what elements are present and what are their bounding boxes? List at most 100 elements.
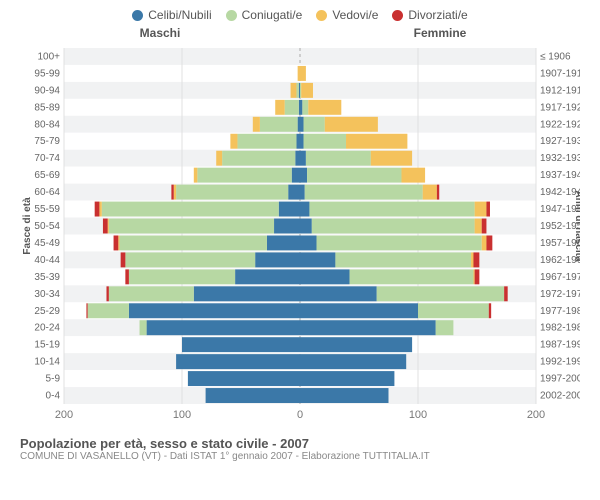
bar-male: [292, 168, 300, 183]
bar-female: [307, 168, 401, 183]
bar-female: [346, 134, 407, 149]
age-label: 75-79: [34, 136, 60, 147]
bar-female: [300, 354, 406, 369]
age-label: 45-49: [34, 238, 60, 249]
bar-female: [401, 168, 425, 183]
bar-female: [475, 269, 480, 284]
bar-female: [489, 303, 491, 318]
year-label: 1912-1916: [540, 85, 580, 96]
bar-male: [86, 303, 87, 318]
bar-male: [174, 185, 176, 200]
bar-female: [300, 202, 309, 217]
bar-female: [317, 235, 482, 250]
legend-item: Divorziati/e: [392, 8, 467, 22]
bar-female: [437, 185, 439, 200]
year-label: 1922-1926: [540, 119, 580, 130]
bar-male: [121, 252, 126, 267]
bar-female: [305, 185, 423, 200]
age-label: 40-44: [34, 255, 60, 266]
bar-male: [125, 252, 255, 267]
bar-female: [475, 219, 482, 234]
gender-headers: Maschi Femmine: [0, 26, 600, 42]
bar-male: [102, 202, 279, 217]
bar-male: [274, 219, 300, 234]
bar-female: [300, 100, 302, 115]
bar-female: [335, 252, 471, 267]
footer: Popolazione per età, sesso e stato civil…: [0, 432, 600, 462]
age-label: 90-94: [34, 85, 60, 96]
bar-male: [291, 83, 297, 98]
bar-male: [88, 303, 129, 318]
year-label: 1907-1911: [540, 68, 580, 79]
legend-dot: [226, 10, 237, 21]
legend-label: Coniugati/e: [242, 8, 303, 22]
bar-male: [296, 134, 300, 149]
bar-male: [129, 303, 300, 318]
bar-female: [473, 269, 474, 284]
bar-male: [99, 202, 101, 217]
age-label: 10-14: [34, 357, 60, 368]
bar-male: [260, 117, 298, 132]
bar-female: [306, 151, 371, 166]
year-label: 1972-1976: [540, 289, 580, 300]
year-label: 1967-1971: [540, 272, 580, 283]
header-male: Maschi: [40, 26, 280, 40]
chart-title: Popolazione per età, sesso e stato civil…: [20, 436, 580, 451]
bar-female: [486, 235, 492, 250]
age-label: 100+: [37, 51, 60, 62]
year-label: 1987-1991: [540, 340, 580, 351]
legend-item: Coniugati/e: [226, 8, 303, 22]
x-tick-label: 100: [409, 409, 427, 421]
age-label: 55-59: [34, 204, 60, 215]
axis-title-left: Fasce di età: [22, 197, 33, 255]
bar-female: [309, 202, 474, 217]
bar-male: [285, 100, 299, 115]
bar-female: [300, 168, 307, 183]
year-label: 1977-1981: [540, 306, 580, 317]
bar-male: [109, 286, 194, 301]
bar-male: [288, 185, 300, 200]
bar-male: [188, 371, 300, 386]
bar-male: [299, 83, 300, 98]
axis-title-right: Anni di nascita: [573, 190, 580, 262]
age-label: 20-24: [34, 323, 60, 334]
bar-female: [371, 151, 412, 166]
bar-male: [119, 235, 267, 250]
bar-female: [486, 202, 490, 217]
legend-dot: [132, 10, 143, 21]
bar-female: [300, 286, 377, 301]
chart-subtitle: COMUNE DI VASANELLO (VT) - Dati ISTAT 1°…: [20, 451, 580, 462]
age-label: 15-19: [34, 340, 60, 351]
bar-male: [253, 117, 260, 132]
bar-male: [108, 219, 109, 234]
legend-label: Celibi/Nubili: [148, 8, 211, 22]
bar-female: [436, 320, 454, 335]
population-pyramid: 2001000100200100+≤ 190695-991907-191190-…: [20, 42, 580, 432]
legend: Celibi/Nubili Coniugati/e Vedovi/e Divorzia…: [0, 0, 600, 26]
bar-female: [304, 134, 346, 149]
x-tick-label: 200: [527, 409, 545, 421]
age-label: 35-39: [34, 272, 60, 283]
bar-male: [129, 269, 235, 284]
bar-female: [300, 303, 418, 318]
bar-male: [235, 269, 300, 284]
year-label: 1927-1931: [540, 136, 580, 147]
age-label: 25-29: [34, 306, 60, 317]
bar-male: [109, 219, 274, 234]
bar-female: [350, 269, 474, 284]
bar-female: [300, 252, 335, 267]
bar-female: [304, 117, 325, 132]
bar-male: [255, 252, 300, 267]
bar-male: [103, 219, 108, 234]
year-label: 1997-2001: [540, 374, 580, 385]
bar-female: [300, 371, 394, 386]
age-label: 65-69: [34, 170, 60, 181]
bar-female: [300, 388, 389, 403]
bar-female: [325, 117, 378, 132]
bar-male: [298, 117, 300, 132]
bar-female: [423, 185, 437, 200]
legend-item: Vedovi/e: [316, 8, 378, 22]
bar-female: [300, 337, 412, 352]
age-label: 50-54: [34, 221, 60, 232]
bar-male: [176, 185, 288, 200]
